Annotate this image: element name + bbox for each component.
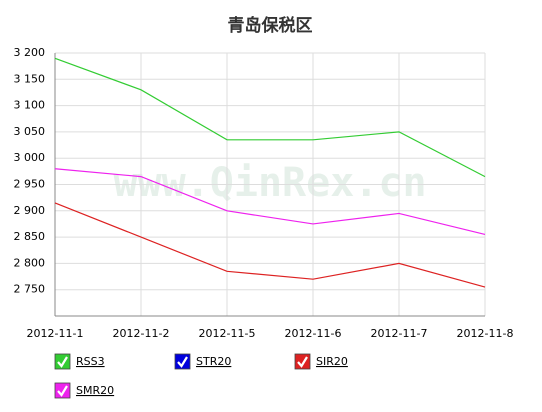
y-tick-label: 3 000 (14, 151, 46, 164)
x-tick-label: 2012-11-2 (113, 327, 170, 340)
series-line (54, 202, 486, 288)
x-tick-label: 2012-11-6 (285, 327, 342, 340)
legend-check (57, 385, 68, 397)
y-tick-label: 2 900 (14, 204, 46, 217)
watermark: www.QinRex.cn (113, 160, 426, 206)
x-tick-label: 2012-11-7 (371, 327, 428, 340)
chart-title: 青岛保税区 (228, 15, 313, 36)
y-tick-label: 2 750 (14, 283, 46, 296)
y-tick-label: 3 200 (14, 46, 46, 59)
y-tick-label: 3 050 (14, 125, 46, 138)
legend-label[interactable]: SMR20 (76, 384, 114, 397)
series-line (54, 168, 486, 236)
legend-checkbox[interactable] (54, 353, 71, 370)
x-tick-label: 2012-11-1 (27, 327, 84, 340)
y-tick-label: 3 150 (14, 72, 46, 85)
legend-item[interactable]: SIR20 (294, 353, 348, 370)
legend-item[interactable]: RSS3 (54, 353, 105, 370)
legend-item[interactable]: STR20 (174, 353, 231, 370)
legend-checkbox[interactable] (294, 353, 311, 370)
x-tick-label: 2012-11-8 (457, 327, 514, 340)
legend-label[interactable]: RSS3 (76, 355, 105, 368)
y-tick-label: 2 850 (14, 230, 46, 243)
legend-check (57, 356, 68, 368)
legend-check (297, 356, 308, 368)
legend-check (177, 356, 188, 368)
legend-checkbox[interactable] (174, 353, 191, 370)
legend-item[interactable]: SMR20 (54, 382, 114, 399)
y-tick-label: 3 100 (14, 99, 46, 112)
legend-label[interactable]: SIR20 (316, 355, 348, 368)
y-tick-label: 2 950 (14, 178, 46, 191)
y-tick-label: 2 800 (14, 256, 46, 269)
legend-label[interactable]: STR20 (196, 355, 231, 368)
x-tick-label: 2012-11-5 (199, 327, 256, 340)
series-line (54, 57, 486, 178)
legend-checkbox[interactable] (54, 382, 71, 399)
